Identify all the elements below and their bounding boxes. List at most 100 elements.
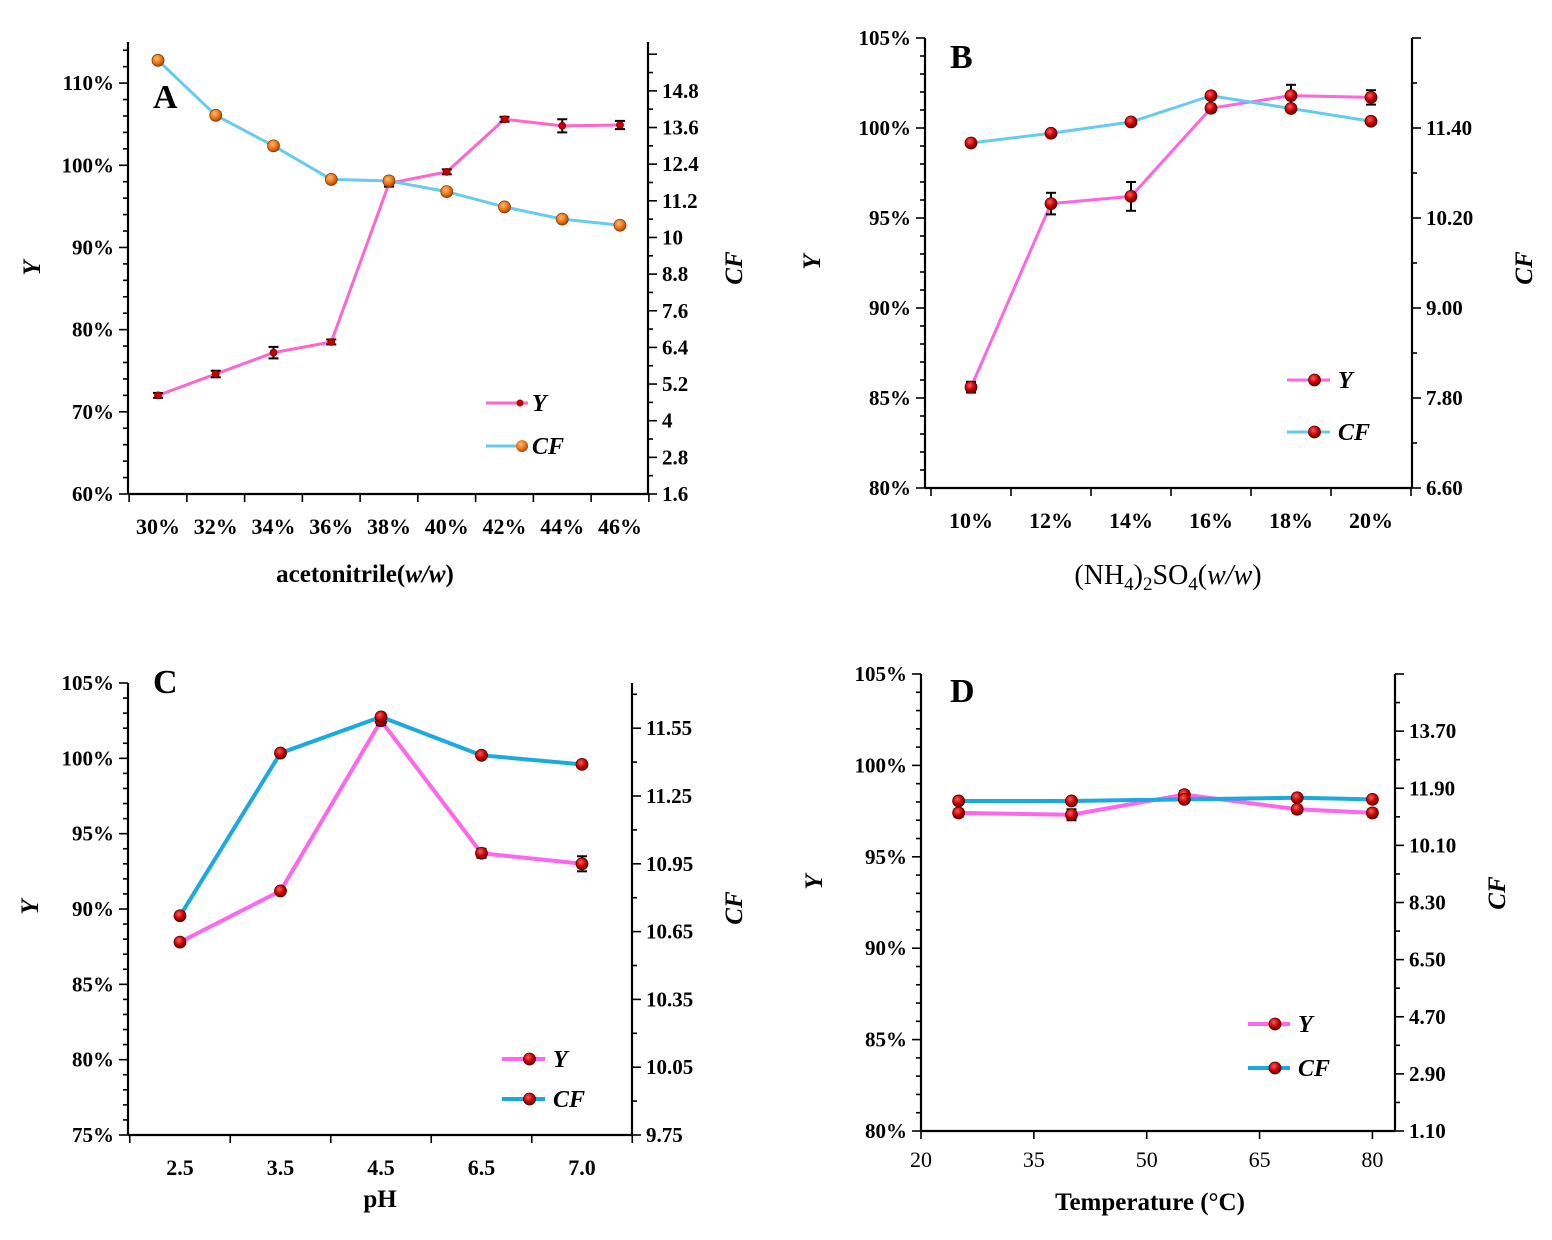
y-right-tick-label: 10.65 xyxy=(646,920,693,944)
x-tick-label: 44% xyxy=(540,514,584,539)
legend-entry-y: Y xyxy=(1248,1012,1315,1038)
data-point-y xyxy=(1045,198,1057,210)
y-right-tick-label: 1.10 xyxy=(1409,1119,1446,1143)
data-point-y xyxy=(953,807,965,819)
x-tick-label: 50 xyxy=(1136,1147,1158,1172)
y-right-tick-label: 6.4 xyxy=(662,335,689,359)
series-line-y xyxy=(180,721,582,942)
y-right-axis-title: CF xyxy=(1511,251,1538,285)
x-tick-label: 6.5 xyxy=(468,1155,496,1180)
x-tick-label: 35 xyxy=(1023,1147,1045,1172)
data-point-y xyxy=(576,858,588,870)
y-right-tick-label: 10.95 xyxy=(646,852,693,876)
y-right-axis-title: CF xyxy=(721,251,748,285)
y-right-tick-label: 10.10 xyxy=(1409,833,1456,857)
data-point-cf xyxy=(1065,795,1077,807)
y-right-tick-label: 9.75 xyxy=(646,1123,683,1147)
x-tick-label: 20% xyxy=(1349,508,1393,533)
y-left-tick-label: 95% xyxy=(865,845,907,869)
data-point-cf xyxy=(965,137,977,149)
legend-label: CF xyxy=(1298,1056,1330,1082)
y-left-tick-label: 75% xyxy=(72,1123,114,1147)
figure-svg: 60%70%80%90%100%110%1.62.845.26.47.68.81… xyxy=(0,0,1552,1235)
data-point-cf xyxy=(499,201,511,213)
legend-label: Y xyxy=(1298,1012,1315,1038)
legend-entry-cf: CF xyxy=(1248,1056,1330,1082)
data-point-cf xyxy=(1365,115,1377,127)
data-point-cf xyxy=(556,213,568,225)
y-left-tick-label: 90% xyxy=(72,235,114,259)
data-point-y xyxy=(617,122,624,129)
y-left-tick-label: 80% xyxy=(865,1119,907,1143)
y-right-tick-label: 7.6 xyxy=(662,299,688,323)
legend-label: CF xyxy=(553,1087,585,1113)
data-point-y xyxy=(443,168,450,175)
y-left-tick-label: 80% xyxy=(72,1048,114,1072)
data-point-cf xyxy=(174,910,186,922)
panel-d: 80% 85% 90% 95% 100% 105% 1.10 2.90 4.70 6.50 8.30… xyxy=(801,662,1511,1216)
y-right-tick-label: 6.50 xyxy=(1409,948,1446,972)
series-line-cf xyxy=(158,60,620,225)
x-title-sub: 2 xyxy=(1143,574,1153,595)
legend-entry-y: Y xyxy=(502,1047,570,1073)
data-point-cf xyxy=(275,747,287,759)
y-right-tick-label: 2.90 xyxy=(1409,1062,1446,1086)
data-point-y xyxy=(1365,91,1377,103)
series-line-cf xyxy=(959,798,1373,801)
panel-c: 75% 80% 85% 90% 95% 100% 105% 9.75 10.05 10.35 10.… xyxy=(17,664,748,1213)
legend-marker xyxy=(1269,1018,1281,1030)
data-point-cf xyxy=(1285,103,1297,115)
legend-entry-cf: CF xyxy=(1287,420,1370,446)
x-tick-label: 18% xyxy=(1269,508,1313,533)
x-axis-title: Temperature (°C) xyxy=(1055,1189,1245,1216)
legend-label: Y xyxy=(553,1047,570,1073)
data-point-y xyxy=(212,371,219,378)
x-title-unit: w/w xyxy=(405,561,446,588)
x-tick-label: 46% xyxy=(598,514,642,539)
data-point-y xyxy=(1285,90,1297,102)
y-right-tick-label: 13.6 xyxy=(662,116,699,140)
x-title-sub: 4 xyxy=(1124,574,1134,595)
y-left-tick-label: 90% xyxy=(869,296,911,320)
data-point-cf xyxy=(476,749,488,761)
y-right-tick-label: 10 xyxy=(662,225,683,249)
legend-marker xyxy=(1309,426,1321,438)
legend-marker xyxy=(524,1053,536,1065)
x-tick-label: 10% xyxy=(949,508,993,533)
panel-a: 60% 70% 80% 90% 100% 110% 1.6 2.8 4 5.2 6.4 7.6 8.8 1… xyxy=(19,42,748,588)
data-point-cf xyxy=(1291,792,1303,804)
y-left-tick-label: 100% xyxy=(62,153,115,177)
y-left-tick-label: 85% xyxy=(72,972,114,996)
data-point-y xyxy=(1205,102,1217,114)
y-left-tick-label: 85% xyxy=(865,1028,907,1052)
data-point-cf xyxy=(614,219,626,231)
legend-marker xyxy=(1309,374,1321,386)
data-point-cf xyxy=(383,175,395,187)
y-left-tick-label: 100% xyxy=(859,116,912,140)
x-title-paren: ) xyxy=(1134,560,1143,591)
data-point-y xyxy=(1125,190,1137,202)
y-right-tick-label: 12.4 xyxy=(662,152,699,176)
x-tick-label: 2.5 xyxy=(166,1155,194,1180)
data-point-cf xyxy=(1178,793,1190,805)
y-left-tick-label: 60% xyxy=(72,482,114,506)
y-left-tick-label: 95% xyxy=(72,822,114,846)
panel-label: C xyxy=(153,664,178,701)
x-tick-label: 30% xyxy=(136,514,180,539)
data-point-y xyxy=(559,122,566,129)
x-tick-label: 65 xyxy=(1249,1147,1271,1172)
y-right-tick-label: 4 xyxy=(662,409,673,433)
y-right-tick-label: 2.8 xyxy=(662,445,688,469)
series-line-cf xyxy=(971,96,1371,143)
data-point-y xyxy=(501,116,508,123)
x-title-open: ( xyxy=(1198,560,1207,591)
y-right-tick-label: 9.00 xyxy=(1426,296,1463,320)
x-title-sub: 4 xyxy=(1188,574,1198,595)
data-point-cf xyxy=(953,795,965,807)
y-right-tick-label: 14.8 xyxy=(662,79,699,103)
data-point-y xyxy=(1065,809,1077,821)
y-left-tick-label: 70% xyxy=(72,400,114,424)
x-tick-label: 80 xyxy=(1361,1147,1383,1172)
y-right-tick-label: 8.8 xyxy=(662,262,688,286)
data-point-cf xyxy=(1125,116,1137,128)
